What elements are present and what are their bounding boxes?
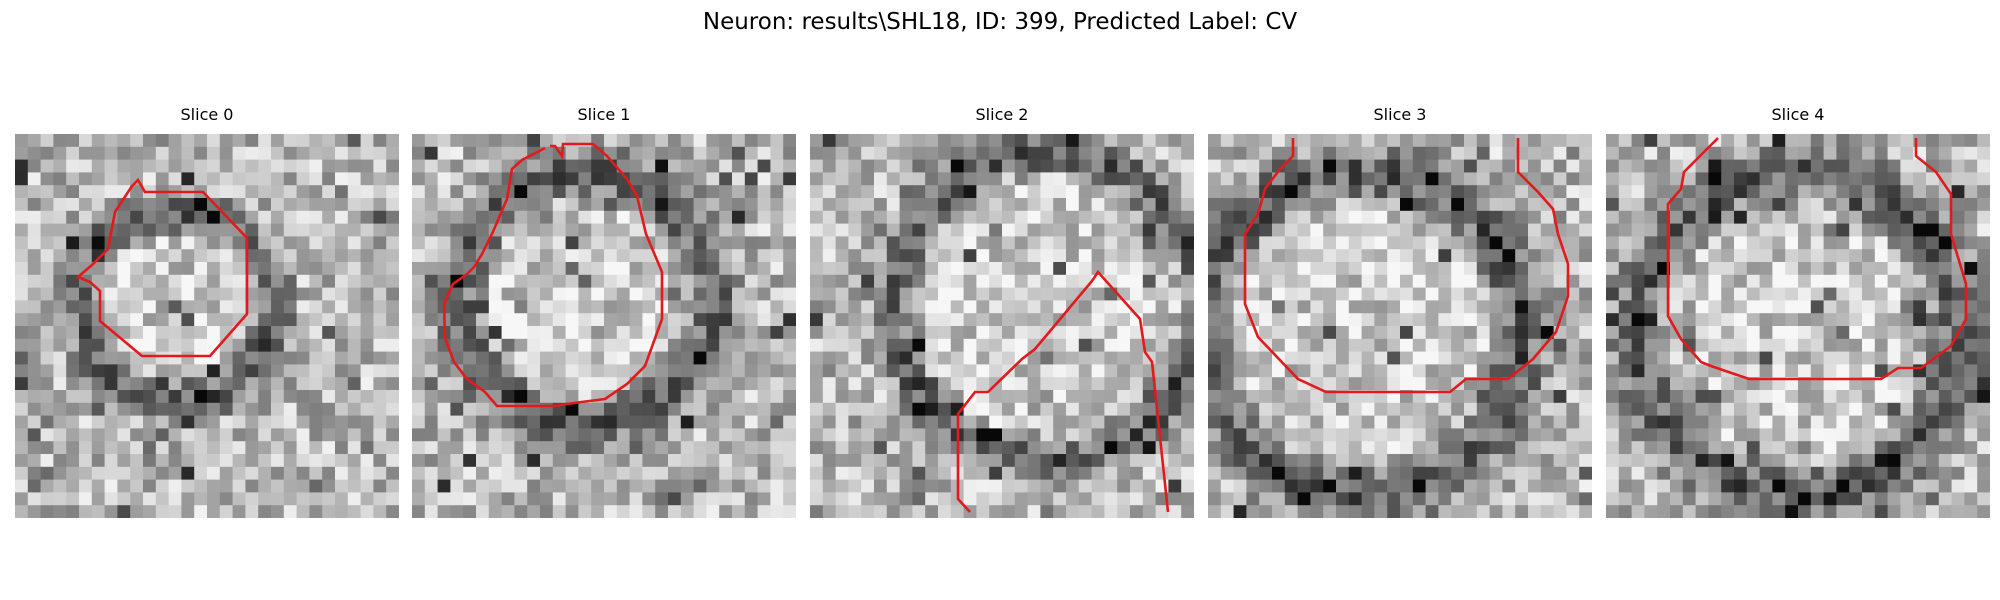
slice-image-1: [412, 134, 796, 518]
slice-title-2: Slice 2: [975, 105, 1029, 124]
figure-title: Neuron: results\SHL18, ID: 399, Predicte…: [702, 9, 1298, 35]
slice-title-0: Slice 0: [180, 105, 234, 124]
contour-line: [75, 177, 249, 358]
slice-image-0: [15, 134, 399, 518]
slice-image-3: [1208, 134, 1592, 518]
slice-title-3: Slice 3: [1373, 105, 1427, 124]
slice-title-1: Slice 1: [577, 105, 631, 124]
contour-line: [956, 269, 1170, 513]
contour-line: [1243, 138, 1570, 394]
contour-line: [1666, 137, 1968, 381]
slice-title-4: Slice 4: [1771, 105, 1825, 124]
slice-image-4: [1606, 134, 1990, 518]
contour-line: [442, 142, 664, 408]
slice-image-2: [810, 134, 1194, 518]
